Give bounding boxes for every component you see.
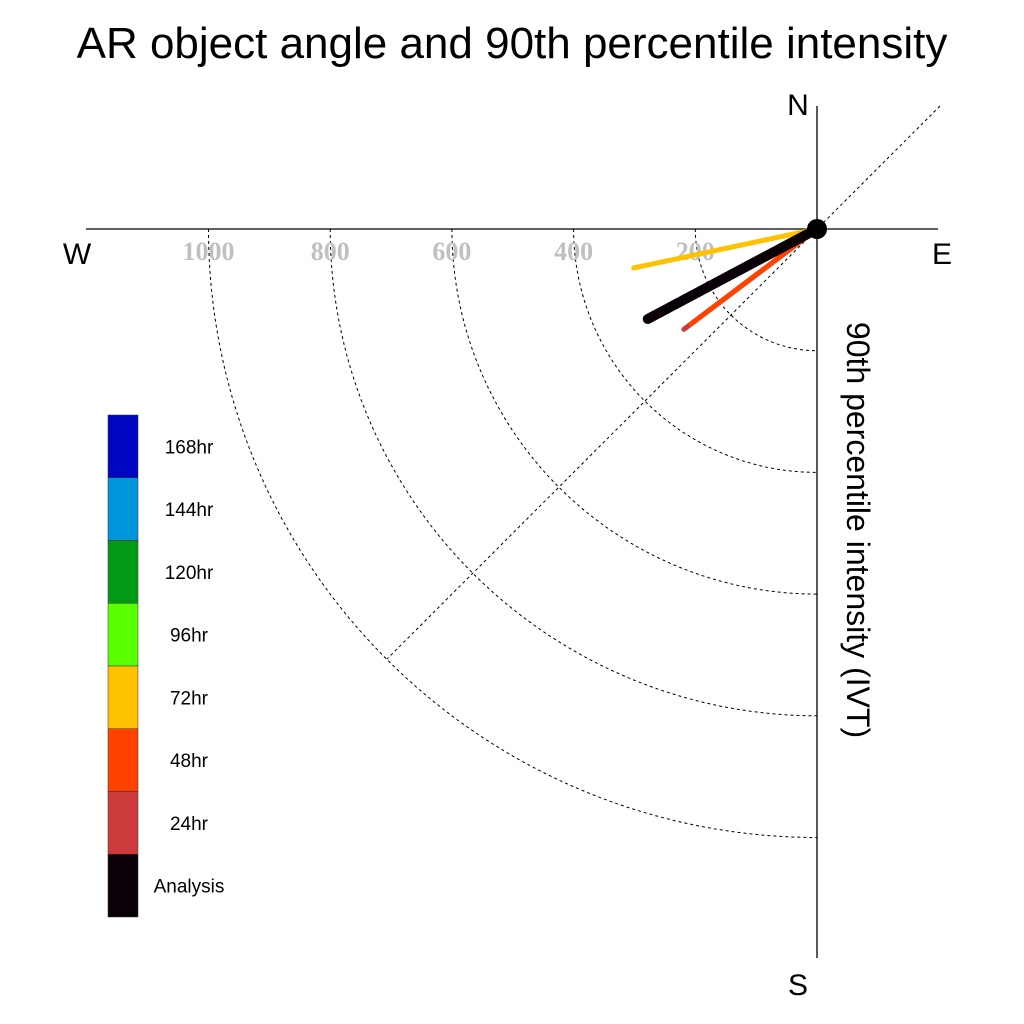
legend-swatch [107, 477, 139, 541]
legend-swatch [107, 791, 139, 855]
vector-analysis [642, 224, 822, 324]
radial-tick-label: 1000 [183, 237, 235, 266]
compass-north-label: N [787, 89, 809, 122]
radial-tick-label: 800 [311, 237, 350, 266]
legend-label: 24hr [170, 814, 209, 835]
compass-south-label: S [788, 969, 808, 1002]
legend-swatch [107, 728, 139, 792]
y-axis-label: 90th percentile intensity (IVT) [840, 322, 876, 738]
chart-title: AR object angle and 90th percentile inte… [77, 19, 948, 68]
legend-label: 120hr [165, 563, 214, 584]
grid-ring-800 [329, 228, 818, 717]
radial-tick-label: 400 [554, 237, 593, 266]
origin-marker [807, 219, 827, 239]
grid-ring-400 [573, 228, 818, 473]
compass-east-label: E [932, 238, 952, 271]
legend-label: 72hr [170, 688, 209, 709]
legend-label: 168hr [165, 437, 214, 458]
radial-tick-label: 600 [432, 237, 471, 266]
data-vectors [631, 224, 822, 332]
vector-72hr [631, 226, 820, 271]
compass-west-label: W [63, 238, 92, 271]
grid-ring-1000 [208, 228, 818, 838]
legend: 168hr 144hr 120hr 96hr 72hr 48hr 24hr Analysis [107, 414, 225, 918]
legend-label: Analysis [154, 877, 225, 898]
legend-swatch [107, 665, 139, 729]
legend-label: 96hr [170, 626, 209, 647]
diagonal-reference-line [386, 105, 941, 660]
legend-swatch [107, 603, 139, 667]
grid-ring-600 [451, 228, 818, 595]
legend-label: 144hr [165, 500, 214, 521]
legend-label: 48hr [170, 751, 209, 772]
polar-grid [208, 105, 941, 838]
legend-swatch [107, 854, 139, 918]
legend-swatch [107, 540, 139, 604]
legend-swatch [107, 414, 139, 478]
